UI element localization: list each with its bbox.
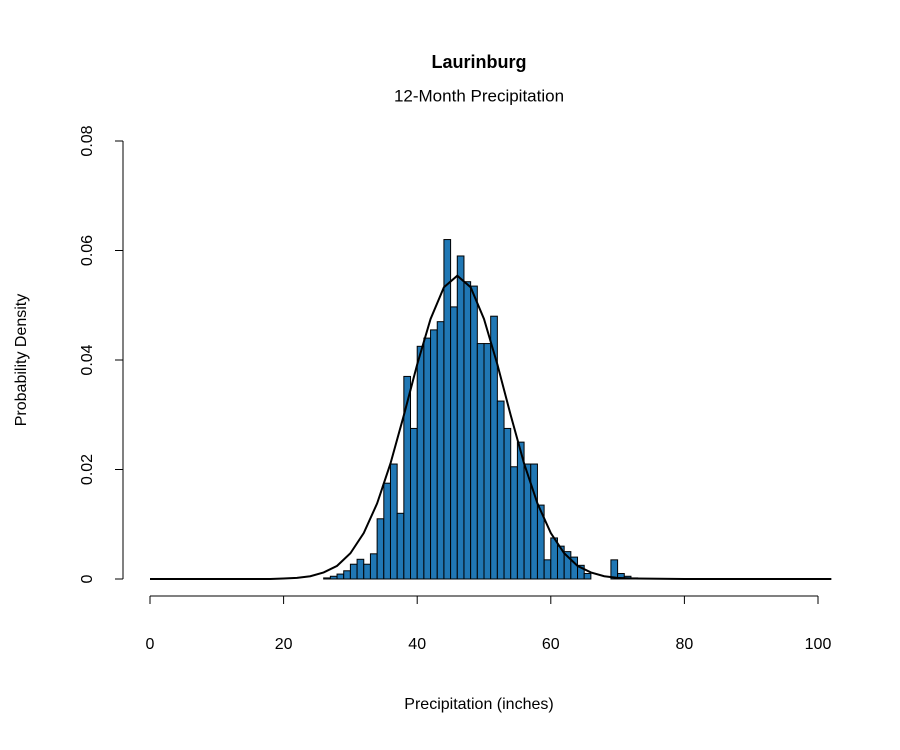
chart-subtitle: 12-Month Precipitation xyxy=(394,86,564,105)
bar xyxy=(323,577,331,580)
bar xyxy=(396,512,405,580)
bar xyxy=(403,375,412,580)
bar xyxy=(583,573,592,580)
y-axis-label: Probability Density xyxy=(13,294,30,427)
bar xyxy=(470,285,478,580)
bar xyxy=(456,255,465,580)
x-axis-label: Precipitation (inches) xyxy=(404,696,553,713)
bar xyxy=(443,239,452,580)
bar xyxy=(503,427,512,580)
y-tick-label: 0.06 xyxy=(79,235,96,266)
x-tick-label: 100 xyxy=(805,636,832,653)
bar xyxy=(543,559,552,580)
bar xyxy=(416,345,425,580)
bar xyxy=(329,575,338,580)
bar xyxy=(389,463,398,580)
bar xyxy=(483,343,492,580)
bar xyxy=(376,518,385,580)
bar xyxy=(369,553,378,580)
bar xyxy=(496,400,505,580)
bar xyxy=(610,559,619,580)
bar xyxy=(356,558,365,580)
bar xyxy=(423,337,432,580)
x-tick-label: 0 xyxy=(146,636,155,653)
bar xyxy=(336,573,345,580)
bar xyxy=(577,564,585,580)
bar xyxy=(430,329,438,580)
x-tick-label: 80 xyxy=(676,636,694,653)
bar xyxy=(343,570,351,580)
y-tick-label: 0.08 xyxy=(79,125,96,156)
bar xyxy=(530,463,538,580)
y-tick-label: 0 xyxy=(79,574,96,583)
bar xyxy=(436,321,445,580)
x-tick-label: 40 xyxy=(408,636,426,653)
bar xyxy=(476,343,485,580)
bar xyxy=(550,537,558,580)
y-tick-label: 0.04 xyxy=(79,344,96,375)
x-tick-label: 60 xyxy=(542,636,560,653)
bar xyxy=(349,563,358,580)
bar xyxy=(463,281,472,580)
x-tick-label: 20 xyxy=(275,636,293,653)
bar xyxy=(510,466,518,580)
bar xyxy=(363,563,371,580)
bar xyxy=(383,482,391,580)
density-curve xyxy=(150,274,832,580)
bar xyxy=(450,306,458,580)
bar xyxy=(410,427,418,580)
bar xyxy=(536,504,545,580)
chart-title: Laurinburg xyxy=(432,52,527,72)
y-tick-label: 0.02 xyxy=(79,454,96,485)
